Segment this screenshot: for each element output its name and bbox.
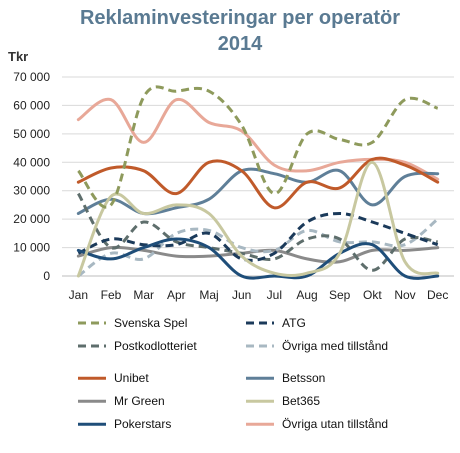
legend-label: Mr Green [114, 394, 165, 408]
series-line-3 [77, 192, 438, 272]
y-tick-label: 70 000 [13, 70, 50, 84]
chart-title-line2: 2014 [218, 33, 263, 55]
x-tick-label: Nov [394, 288, 415, 302]
x-tick-label: Jan [69, 288, 88, 302]
series-line-5 [76, 156, 440, 210]
x-tick-label: Aug [296, 288, 317, 302]
legend-label: Bet365 [282, 394, 320, 408]
y-tick-label: 30 000 [13, 184, 50, 198]
x-tick-label: Dec [427, 288, 448, 302]
legend-label: Övriga med tillstånd [282, 339, 388, 353]
series-line-2 [77, 212, 439, 262]
y-tick-label: 50 000 [13, 127, 50, 141]
x-tick-label: Maj [199, 288, 218, 302]
x-tick-label: Okt [363, 288, 382, 302]
legend: Svenska Spel ATG Postkodlotteriet Övriga me… [78, 316, 388, 431]
y-tick-label: 20 000 [13, 212, 50, 226]
y-tick-label: 40 000 [13, 155, 50, 169]
legend-label: Svenska Spel [114, 316, 187, 330]
series-line-4 [77, 217, 439, 278]
legend-label: ATG [282, 316, 306, 330]
series-line-1 [77, 85, 439, 209]
x-tick-label: Mar [133, 288, 154, 302]
x-tick-label: Apr [167, 288, 186, 302]
y-axis-unit-label: Tkr [8, 49, 28, 64]
y-tick-label: 10 000 [13, 241, 50, 255]
series-lines [76, 85, 440, 280]
x-tick-label: Feb [101, 288, 122, 302]
y-axis-ticks: 0 10 000 20 000 30 000 40 000 50 000 60 000 70 … [13, 70, 50, 283]
x-tick-label: Sep [329, 288, 351, 302]
x-tick-label: Jul [267, 288, 282, 302]
legend-label: Betsson [282, 371, 325, 385]
legend-label: Pokerstars [114, 417, 171, 431]
x-tick-label: Jun [232, 288, 251, 302]
series-line-9 [76, 237, 440, 280]
y-tick-label: 0 [43, 269, 50, 283]
x-axis-ticks: Jan Feb Mar Apr Maj Jun Jul Aug Sep Okt Nov Dec [69, 288, 449, 302]
legend-label: Postkodlotteriet [114, 339, 197, 353]
legend-label: Unibet [114, 371, 149, 385]
legend-label: Övriga utan tillstånd [282, 417, 388, 431]
series-line-8 [76, 160, 440, 278]
chart-title-line1: Reklaminvesteringar per operatör [80, 7, 400, 29]
y-tick-label: 60 000 [13, 98, 50, 112]
